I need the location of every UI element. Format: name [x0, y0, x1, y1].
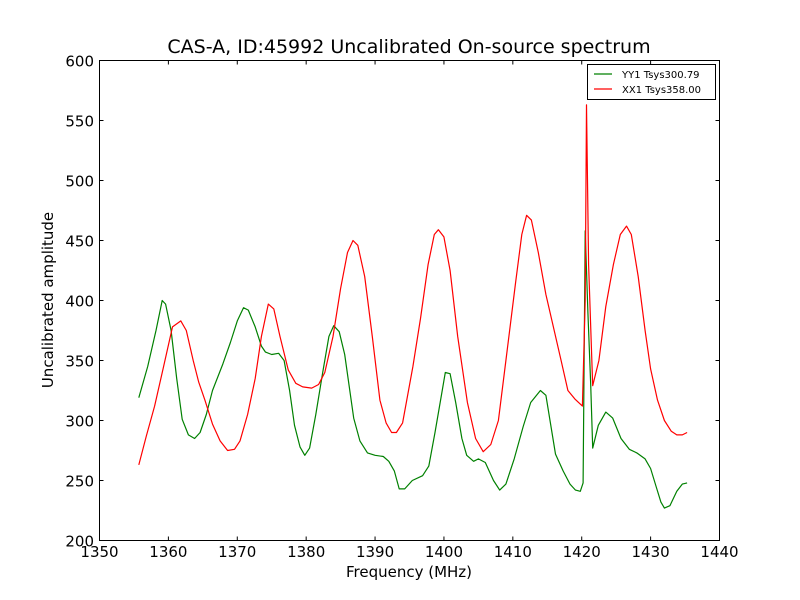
series-line-yy1 [138, 230, 688, 509]
y-tick-label: 400 [65, 293, 94, 311]
y-axis-label: Uncalibrated amplitude [39, 212, 57, 388]
y-tick-label: 600 [65, 53, 94, 71]
legend-box [587, 64, 716, 100]
x-tick-label: 1400 [425, 543, 463, 561]
x-tick-label: 1370 [218, 543, 256, 561]
y-tick-label: 300 [65, 413, 94, 431]
legend-label-yy1: YY1 Tsys300.79 [621, 70, 700, 81]
x-tick-label: 1360 [149, 543, 187, 561]
y-tick-label: 550 [65, 113, 94, 131]
y-tick-label: 450 [65, 233, 94, 251]
legend-label-xx1: XX1 Tsys358.00 [622, 85, 701, 96]
chart-title: CAS-A, ID:45992 Uncalibrated On-source s… [167, 36, 650, 58]
y-tick-label: 250 [65, 473, 94, 491]
x-tick-label: 1430 [632, 543, 670, 561]
legend: YY1 Tsys300.79 XX1 Tsys358.00 [587, 64, 716, 100]
x-tick-label: 1440 [700, 543, 738, 561]
y-tick-label: 350 [65, 353, 94, 371]
x-tick-label: 1350 [80, 543, 118, 561]
x-tick-label: 1380 [287, 543, 325, 561]
series-layer [138, 104, 688, 509]
y-tick-label: 200 [65, 533, 94, 551]
series-line-xx1 [138, 104, 688, 466]
x-tick-label: 1420 [563, 543, 601, 561]
x-axis-label: Frequency (MHz) [346, 563, 472, 581]
x-tick-label: 1410 [494, 543, 532, 561]
x-tick-label: 1390 [356, 543, 394, 561]
y-tick-label: 500 [65, 173, 94, 191]
y-axis: 200 250 300 350 400 450 500 550 600 [65, 53, 720, 551]
x-axis: 1350 1360 1370 1380 1390 1400 1410 1420 1430 1440 [80, 60, 739, 561]
